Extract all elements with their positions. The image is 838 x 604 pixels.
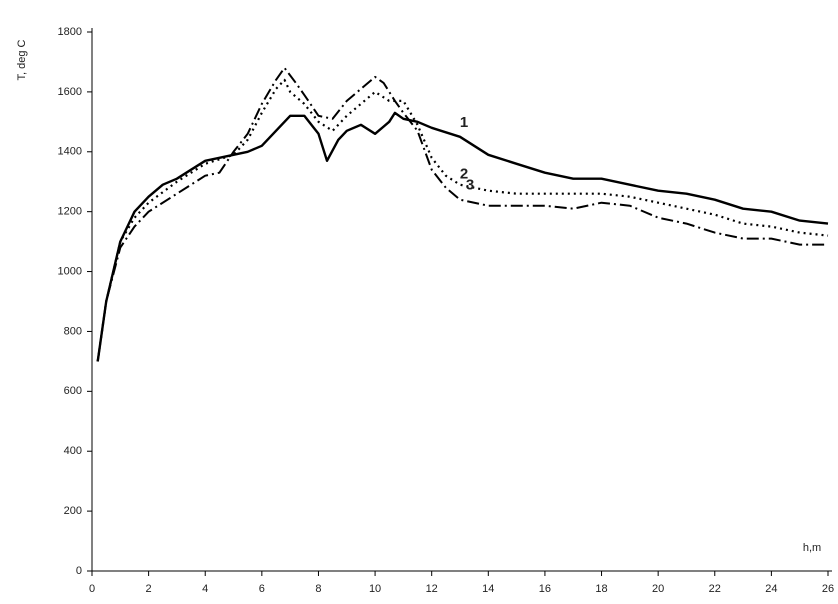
x-tick-label: 2 — [146, 583, 152, 595]
y-tick-label: 0 — [76, 565, 82, 577]
x-tick-label: 4 — [202, 583, 208, 595]
x-axis-label: h,m — [803, 542, 821, 554]
x-tick-label: 24 — [765, 583, 777, 595]
y-tick-label: 1000 — [58, 265, 82, 277]
line — [96, 111, 829, 362]
x-tick-label: 8 — [315, 583, 321, 595]
y-tick-label: 1800 — [58, 26, 82, 38]
series-label: 2 — [460, 166, 468, 183]
y-tick-label: 600 — [64, 385, 82, 397]
x-tick-label: 22 — [709, 583, 721, 595]
y-axis-label: T, deg C — [16, 39, 28, 80]
x-tick-label: 20 — [652, 583, 664, 595]
x-tick-label: 6 — [259, 583, 265, 595]
y-tick-label: 1600 — [58, 86, 82, 98]
y-tick-label: 1400 — [58, 146, 82, 158]
x-tick-label: 14 — [482, 583, 494, 595]
line — [96, 78, 829, 362]
x-tick-label: 0 — [89, 583, 95, 595]
series-label: 1 — [460, 114, 468, 131]
x-tick-label: 16 — [539, 583, 551, 595]
x-tick-label: 26 — [822, 583, 834, 595]
y-tick-label: 1200 — [58, 206, 82, 218]
y-tick-label: 800 — [64, 325, 82, 337]
x-tick-label: 18 — [595, 583, 607, 595]
y-tick-label: 400 — [64, 445, 82, 457]
x-tick-label: 12 — [426, 583, 438, 595]
line — [96, 66, 828, 362]
series-label: 3 — [466, 177, 474, 194]
x-tick-label: 10 — [369, 583, 381, 595]
y-tick-label: 200 — [64, 505, 82, 517]
